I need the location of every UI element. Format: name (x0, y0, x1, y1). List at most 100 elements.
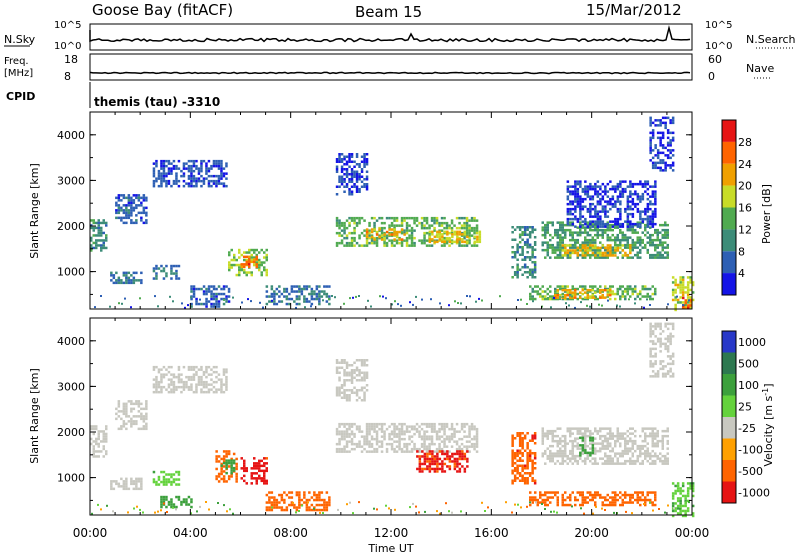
velocity-colorbar-label-end: ] (762, 383, 775, 387)
noise-left-label: N.Sky (4, 33, 36, 46)
velocity-y-tick-label: 3000 (57, 380, 85, 393)
velocity-scatter-region (541, 427, 669, 465)
power-colorbar-tick: 16 (738, 202, 752, 215)
power-colorbar-tick: 12 (738, 223, 752, 236)
x-tick-label: 16:00 (474, 526, 509, 540)
velocity-scatter-region (671, 482, 695, 518)
power-colorbar-tick: 24 (738, 158, 752, 171)
noise-right-tick-bottom: 10^0 (705, 41, 732, 52)
velocity-heatmap (90, 322, 695, 518)
velocity-y-axis-label: Slant Range [km] (28, 368, 41, 464)
velocity-colorbar-tick: -1000 (738, 486, 770, 499)
freq-label-line1: Freq. (4, 56, 29, 67)
velocity-colorbar-tick: 500 (738, 357, 759, 370)
power-scatter-region (152, 264, 181, 280)
power-scatter-region (240, 255, 258, 269)
velocity-scatter-region (579, 436, 595, 457)
power-y-tick-label: 2000 (57, 220, 85, 233)
x-axis-label: Time UT (367, 542, 413, 554)
freq-panel-frame (89, 53, 693, 81)
power-colorbar-swatch (722, 163, 736, 186)
freq-left-tick-top: 18 (64, 53, 78, 66)
power-scatter-region (228, 248, 268, 277)
beam-label: Beam 15 (355, 3, 422, 21)
noise-panel-frame (89, 23, 693, 51)
noise-left-tick-bottom: 10^0 (54, 41, 81, 52)
power-colorbar-frame (721, 119, 737, 296)
power-y-tick-label: 3000 (57, 174, 85, 187)
power-scatter-region (561, 244, 632, 257)
power-scatter-region (152, 159, 228, 188)
noise-right-label: N.Search (746, 33, 796, 46)
power-scatter-region (511, 226, 537, 279)
freq-right-tick-top: 60 (708, 53, 722, 66)
velocity-colorbar-label-main: Velocity [m s (762, 395, 775, 466)
velocity-scatter-region (220, 459, 236, 475)
power-colorbar-tick: 8 (738, 245, 745, 258)
nave-label: Nave (746, 62, 774, 75)
velocity-scatter-region (529, 491, 657, 507)
power-colorbar-swatch (722, 120, 736, 142)
power-heatmap (90, 116, 695, 312)
velocity-colorbar-tick: 25 (738, 400, 752, 413)
velocity-scatter-region (215, 450, 238, 483)
cpid-text: themis (tau) -3310 (94, 95, 220, 109)
power-scatter-region (566, 180, 657, 228)
velocity-y-tick-label: 1000 (57, 472, 85, 485)
velocity-scatter-region (110, 477, 143, 491)
velocity-scatter-region (416, 450, 469, 473)
power-scatter-region (110, 271, 143, 285)
date-label: 15/Mar/2012 (586, 1, 682, 19)
velocity-scatter-region (265, 491, 331, 512)
velocity-colorbar-swatch (722, 331, 736, 353)
x-tick-label: 20:00 (574, 526, 609, 540)
velocity-scatter-region (335, 422, 479, 453)
velocity-colorbar-swatch (722, 460, 736, 482)
power-colorbar: 4 8 12 16 20 24 28 (721, 119, 752, 296)
power-colorbar-swatch (722, 229, 736, 252)
velocity-scatter-region (152, 365, 228, 394)
power-colorbar-label: Power [dB] (760, 184, 773, 244)
power-scatter-region (365, 228, 406, 241)
velocity-scatter-region (115, 400, 148, 431)
x-tick-label: 08:00 (273, 526, 308, 540)
velocity-colorbar-tick: -100 (738, 443, 763, 456)
velocity-scatter-region (511, 432, 537, 485)
velocity-panel-frame (89, 317, 693, 516)
velocity-scatter-region (335, 359, 369, 402)
cpid-label: CPID (6, 90, 35, 103)
x-tick-label: 04:00 (173, 526, 208, 540)
power-near-range-speckle (94, 295, 690, 309)
velocity-colorbar-label: Velocity [m s-1] (761, 383, 775, 466)
power-y-tick-label: 1000 (57, 266, 85, 279)
power-scatter-region (115, 194, 148, 225)
power-colorbar-tick: 4 (738, 267, 745, 280)
power-colorbar-swatch (722, 207, 736, 230)
velocity-y-tick-label: 4000 (57, 335, 85, 348)
velocity-colorbar-frame (721, 330, 737, 504)
power-y-tick-label: 4000 (57, 129, 85, 142)
power-scatter-region (649, 116, 675, 172)
velocity-colorbar-tick: -500 (738, 465, 763, 478)
x-tick-label: 00:00 (73, 526, 108, 540)
x-tick-label: 12:00 (374, 526, 409, 540)
power-colorbar-tick: 20 (738, 180, 752, 193)
power-scatter-region (190, 285, 231, 308)
velocity-colorbar-swatch (722, 352, 736, 374)
velocity-scatter-region (152, 470, 181, 486)
velocity-colorbar-tick: 1000 (738, 336, 766, 349)
power-scatter-region (90, 219, 108, 252)
velocity-scatter-region (240, 457, 268, 485)
station-title: Goose Bay (fitACF) (92, 1, 233, 19)
freq-left-tick-bottom: 8 (64, 70, 71, 83)
velocity-colorbar-swatch (722, 395, 736, 417)
velocity-colorbar-tick: 100 (738, 379, 759, 392)
velocity-scatter-region (160, 495, 193, 509)
freq-trace (89, 71, 691, 75)
freq-right-tick-bottom: 0 (708, 70, 715, 83)
noise-right-tick-top: 10^5 (705, 20, 732, 31)
velocity-colorbar-swatch (722, 438, 736, 460)
velocity-colorbar-label-sup: -1 (761, 388, 770, 396)
velocity-scatter-region (90, 425, 108, 458)
